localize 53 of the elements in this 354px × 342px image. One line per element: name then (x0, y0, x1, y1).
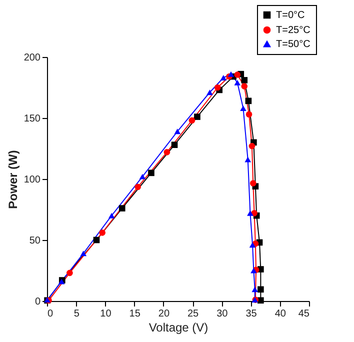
x-tick-label: 15 (129, 308, 141, 320)
legend-label: T=50°C (276, 39, 310, 50)
point (252, 286, 258, 292)
point (241, 83, 248, 90)
point (241, 77, 248, 84)
point (93, 236, 100, 244)
point (214, 84, 221, 91)
point (250, 180, 256, 186)
point (206, 90, 213, 96)
point (118, 205, 126, 212)
point (174, 128, 181, 134)
y-tick-label: 200 (24, 52, 41, 64)
x-tick-label: 25 (187, 308, 200, 320)
y-tick-label: 150 (24, 114, 41, 124)
x-tick-label: 0 (48, 308, 54, 320)
x-tick-label: 30 (216, 308, 228, 320)
point (244, 156, 252, 162)
point (258, 297, 264, 304)
point (139, 174, 146, 180)
point (258, 286, 264, 293)
point (171, 142, 178, 148)
x-tick-label: 35 (246, 308, 258, 320)
point (134, 184, 141, 190)
y-tick-label: 100 (24, 174, 41, 186)
x-tick-label: 45 (298, 308, 310, 320)
point (246, 111, 252, 118)
point (99, 230, 106, 236)
x-tick-label: 10 (100, 308, 112, 320)
point (164, 149, 170, 156)
point (80, 250, 87, 256)
x-axis-title: Voltage (V) (148, 320, 208, 334)
x-tick-label: 20 (158, 308, 170, 320)
point (234, 72, 241, 78)
point (240, 106, 246, 111)
point (194, 114, 200, 120)
point (108, 212, 115, 218)
point (188, 117, 196, 124)
point (228, 71, 234, 77)
point (250, 268, 257, 274)
point (245, 98, 252, 104)
point (66, 270, 73, 276)
y-axis-title: Power (W) (6, 150, 20, 209)
point (234, 80, 241, 86)
point (148, 170, 154, 176)
y-tick-label: 0 (34, 296, 41, 308)
point (220, 75, 227, 80)
legend-label: T=0°C (276, 10, 305, 21)
y-tick-label: 50 (29, 236, 41, 246)
point (248, 142, 256, 150)
x-tick-label: 40 (274, 308, 286, 320)
point (249, 242, 256, 248)
x-tick-label: 5 (74, 308, 80, 320)
legend-label: T=25°C (276, 25, 310, 36)
